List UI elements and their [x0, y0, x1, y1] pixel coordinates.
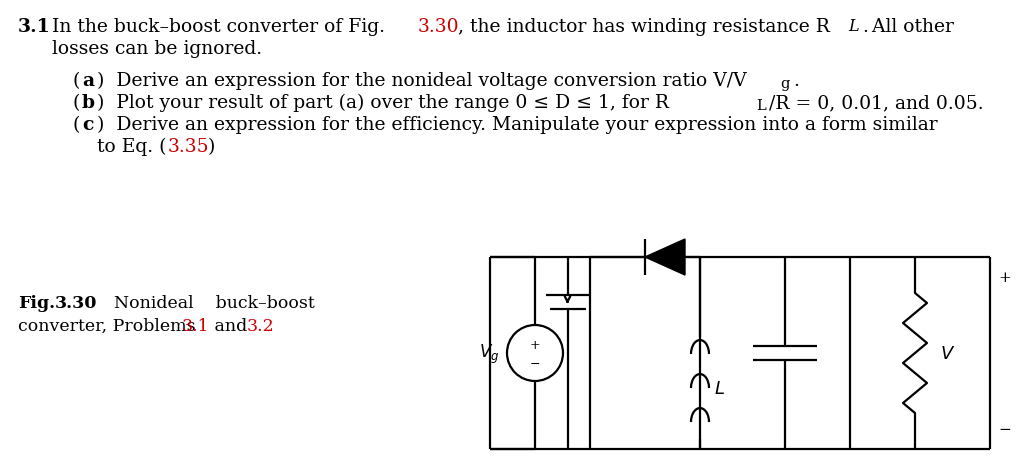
Text: g: g — [780, 77, 790, 91]
Text: ): ) — [208, 138, 215, 156]
Text: $V$: $V$ — [940, 344, 955, 362]
Text: )  Derive an expression for the nonideal voltage conversion ratio V/V: ) Derive an expression for the nonideal … — [97, 72, 746, 90]
Text: 3.35: 3.35 — [168, 138, 210, 156]
Text: Fig.: Fig. — [18, 294, 55, 311]
Text: +: + — [529, 339, 541, 352]
Text: L: L — [848, 18, 859, 35]
Text: L: L — [756, 99, 766, 113]
Text: .: . — [862, 18, 868, 36]
Text: a: a — [82, 72, 94, 90]
Text: c: c — [82, 116, 93, 134]
Text: Nonideal    buck–boost: Nonideal buck–boost — [103, 294, 314, 311]
Text: , the inductor has winding resistance R: , the inductor has winding resistance R — [458, 18, 829, 36]
Text: (: ( — [72, 72, 80, 90]
Text: 3.2: 3.2 — [247, 317, 274, 334]
Text: 3.30: 3.30 — [55, 294, 97, 311]
Text: )  Derive an expression for the efficiency. Manipulate your expression into a fo: ) Derive an expression for the efficienc… — [97, 116, 938, 134]
Text: and: and — [209, 317, 253, 334]
Text: /R = 0, 0.01, and 0.05.: /R = 0, 0.01, and 0.05. — [769, 94, 984, 112]
Text: +: + — [998, 270, 1011, 285]
Text: converter, Problems: converter, Problems — [18, 317, 201, 334]
Text: All other: All other — [866, 18, 954, 36]
Text: (: ( — [72, 116, 80, 134]
Text: to Eq. (: to Eq. ( — [97, 138, 167, 156]
Text: 3.1: 3.1 — [18, 18, 51, 36]
Text: 3.30: 3.30 — [418, 18, 460, 36]
Text: (: ( — [72, 94, 80, 112]
Text: losses can be ignored.: losses can be ignored. — [52, 40, 262, 58]
Text: $V_g$: $V_g$ — [478, 341, 499, 365]
Text: )  Plot your result of part (a) over the range 0 ≤ D ≤ 1, for R: ) Plot your result of part (a) over the … — [97, 94, 669, 112]
Text: b: b — [82, 94, 95, 112]
Text: In the buck–boost converter of Fig.: In the buck–boost converter of Fig. — [52, 18, 391, 36]
Text: 3.1: 3.1 — [182, 317, 210, 334]
Text: −: − — [998, 422, 1011, 436]
Polygon shape — [645, 240, 685, 275]
Text: $L$: $L$ — [714, 379, 725, 397]
Text: .: . — [793, 72, 799, 90]
Text: −: − — [529, 357, 541, 369]
